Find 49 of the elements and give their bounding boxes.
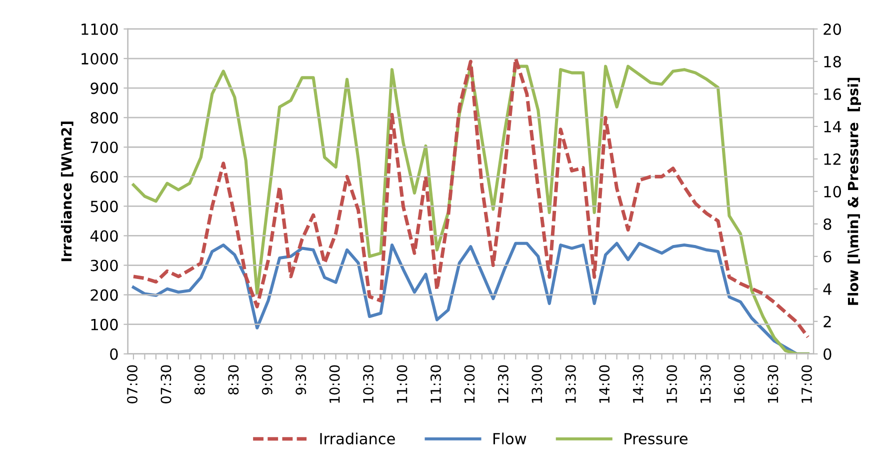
x-tick-label: 16:00 [734,365,745,403]
y2-tick-label: 10 [824,186,841,198]
x-tick-label: 8:00 [194,365,205,395]
x-tick-label: 14:30 [632,365,644,403]
x-tick-label: 8:30 [228,365,239,395]
y-axis-title: Irradiance [W\m2] [60,122,74,262]
y-tick-label: 0 [110,348,118,360]
x-tick-label: 13:30 [565,365,576,403]
y-tick-label: 1100 [82,23,118,35]
y2-tick-label: 20 [824,23,841,35]
x-tick-label: 9:30 [296,365,306,395]
y-tick-label: 300 [90,260,118,272]
y2-tick-label: 12 [824,153,840,165]
y2-tick-label: 16 [824,88,842,100]
y2-tick-label: 4 [823,284,832,295]
y-tick-label: 400 [90,230,118,242]
y2-tick-label: 18 [824,56,841,68]
legend-label: Pressure [624,433,688,444]
y-tick-label: 700 [90,142,118,154]
x-tick-label: 10:30 [363,365,374,403]
x-tick-label: 12:30 [498,365,508,403]
y-tick-label: 600 [90,171,118,183]
x-tick-label: 07:30 [160,365,172,404]
y2-tick-label: 14 [824,121,842,132]
x-tick-label: 10:00 [329,365,340,403]
y-tick-label: 900 [90,82,118,94]
y2-tick-label: 2 [824,316,831,328]
y-tick-label: 1000 [82,52,118,65]
x-tick-label: 12:00 [464,365,475,403]
x-tick-label: 9:00 [262,365,272,395]
y-tick-label: 800 [90,112,118,124]
x-tick-label: 16:30 [768,365,778,403]
legend-label: Irradiance [320,432,395,444]
y2-tick-label: 0 [824,348,832,360]
x-tick-label: 15:30 [700,365,711,403]
x-tick-label: 14:00 [599,365,610,403]
x-tick-label: 07:00 [126,365,138,404]
x-tick-label: 13:00 [532,365,542,403]
y-tick-label: 500 [90,200,118,212]
x-tick-label: 11:30 [430,365,441,403]
y-tick-label: 200 [90,289,118,301]
legend-label: Flow [493,432,526,444]
x-tick-label: 17:00 [801,365,812,403]
y-tick-label: 100 [91,318,118,330]
x-tick-label: 15:00 [666,365,678,403]
y2-tick-label: 6 [824,250,832,262]
y2-axis-title: Flow [l\min] & Pressure [psi] [848,78,862,305]
y2-tick-label: 8 [824,218,832,230]
x-tick-label: 11:00 [396,365,408,403]
